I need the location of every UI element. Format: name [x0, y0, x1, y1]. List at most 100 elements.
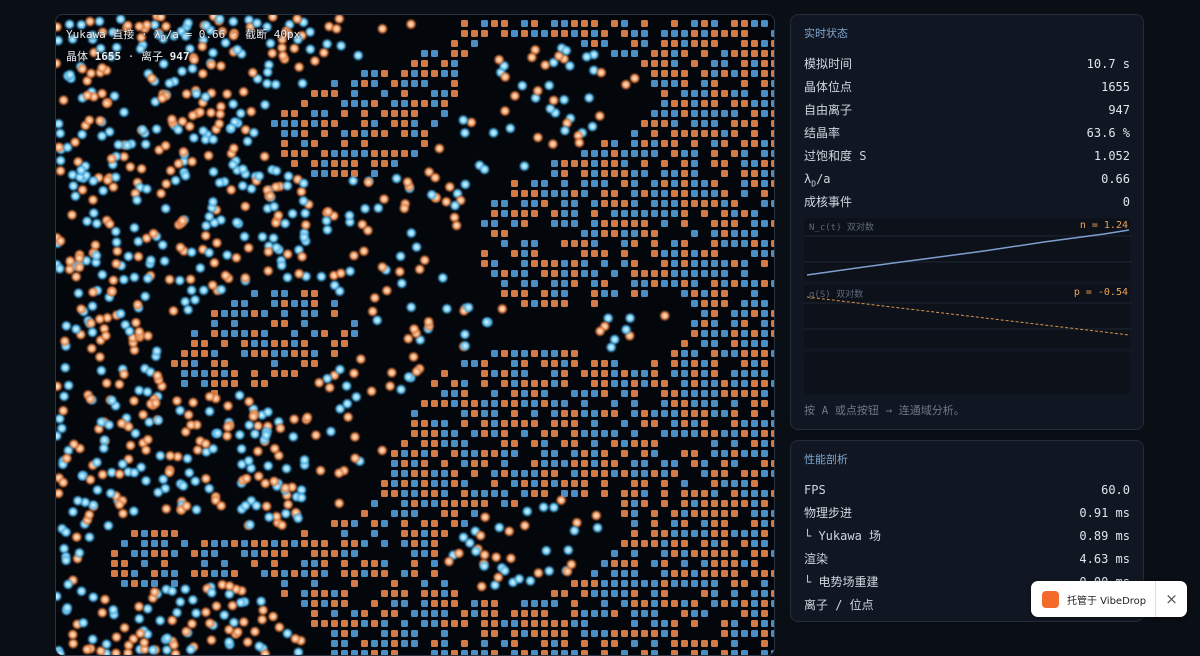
crystal-site	[681, 420, 688, 427]
crystal-site	[711, 510, 718, 517]
crystal-site	[731, 510, 738, 517]
crystal-site	[321, 150, 328, 157]
mini-chart: N_c(t) 双对数 n = 1.24	[804, 218, 1132, 281]
crystal-site	[221, 560, 228, 567]
ion	[238, 230, 251, 243]
ion	[61, 601, 74, 614]
ion	[83, 508, 96, 521]
crystal-site	[441, 460, 448, 467]
crystal-site	[691, 280, 698, 287]
ion	[287, 430, 300, 443]
ion	[145, 72, 158, 85]
ion	[179, 583, 192, 596]
crystal-site	[421, 130, 428, 137]
crystal-site	[641, 450, 648, 457]
crystal-site	[391, 650, 398, 655]
crystal-site	[621, 210, 628, 217]
crystal-site	[381, 540, 388, 547]
crystal-site	[361, 100, 368, 107]
ion	[97, 442, 110, 455]
crystal-site	[711, 370, 718, 377]
crystal-site	[581, 20, 588, 27]
crystal-site	[531, 210, 538, 217]
crystal-site	[301, 540, 308, 547]
ion	[593, 110, 606, 122]
ion	[77, 616, 90, 629]
crystal-site	[721, 130, 728, 137]
crystal-site	[151, 530, 158, 537]
ion	[194, 262, 207, 274]
crystal-site	[641, 500, 648, 507]
ion	[105, 152, 118, 165]
crystal-site	[741, 390, 748, 397]
crystal-site	[711, 590, 718, 597]
ion	[157, 57, 170, 70]
ion	[174, 241, 187, 254]
crystal-site	[291, 120, 298, 127]
crystal-site	[231, 380, 238, 387]
row: 离子 / 位点	[804, 594, 1130, 617]
crystal-site	[771, 240, 774, 247]
ion	[268, 200, 281, 213]
ion	[205, 106, 217, 119]
crystal-site	[311, 560, 318, 567]
close-button[interactable]: ×	[1155, 581, 1187, 617]
crystal-site	[701, 310, 708, 317]
crystal-site	[731, 550, 738, 557]
ion	[96, 606, 109, 619]
crystal-site	[711, 430, 718, 437]
ion	[207, 165, 220, 178]
crystal-site	[641, 270, 648, 277]
crystal-site	[651, 530, 658, 537]
crystal-site	[641, 230, 648, 237]
crystal-site	[711, 80, 718, 87]
crystal-site	[691, 20, 698, 27]
crystal-site	[281, 580, 288, 587]
ion	[624, 312, 637, 325]
crystal-site	[751, 540, 758, 547]
crystal-site	[651, 440, 658, 447]
label: └ Yukawa 场	[804, 529, 882, 543]
crystal-site	[261, 570, 268, 577]
ion	[405, 301, 418, 314]
crystal-site	[431, 600, 438, 607]
ion	[172, 123, 185, 136]
crystal-site	[421, 480, 428, 487]
ion	[56, 154, 67, 167]
crystal-site	[741, 470, 748, 477]
ion	[385, 366, 398, 379]
ion	[163, 77, 176, 90]
ion	[86, 300, 99, 313]
crystal-site	[431, 450, 438, 457]
crystal-site	[251, 290, 258, 297]
ion	[110, 236, 123, 249]
ion	[186, 109, 199, 122]
ion	[75, 303, 88, 315]
crystal-site	[321, 600, 328, 607]
crystal-site	[721, 220, 728, 227]
crystal-site	[261, 350, 268, 357]
simulation-canvas[interactable]: Yukawa 直接 · λD/a = 0.66 · 截断 40px 晶体 165…	[55, 14, 775, 656]
ion	[395, 277, 408, 290]
crystal-site	[551, 360, 558, 367]
crystal-site	[661, 220, 668, 227]
crystal-site	[341, 130, 348, 137]
crystal-site	[591, 200, 598, 207]
hosted-badge[interactable]: 托管于 VibeDrop ×	[1031, 581, 1187, 617]
crystal-site	[561, 300, 568, 307]
crystal-site	[551, 270, 558, 277]
crystal-site	[281, 130, 288, 137]
ion	[124, 439, 137, 452]
ion	[222, 399, 234, 412]
crystal-site	[731, 110, 738, 117]
ion	[121, 139, 134, 152]
row: 成核事件 0	[804, 191, 1130, 214]
crystal-site	[681, 250, 688, 257]
crystal-site	[321, 550, 328, 557]
crystal-site	[691, 290, 698, 297]
crystal-site	[451, 80, 458, 87]
crystal-site	[411, 130, 418, 137]
crystal-site	[481, 360, 488, 367]
ion	[330, 22, 343, 35]
crystal-site	[461, 30, 468, 37]
